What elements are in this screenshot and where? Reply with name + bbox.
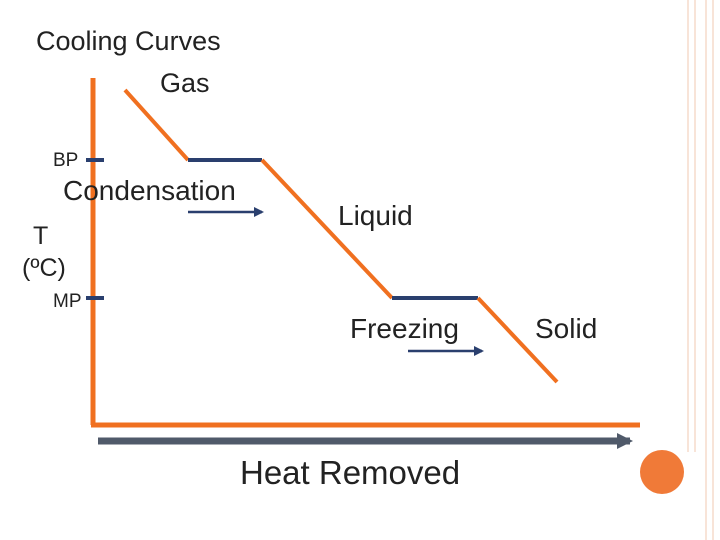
condensation-label: Condensation	[63, 175, 236, 206]
freezing-label: Freezing	[350, 313, 459, 344]
bp-label: BP	[53, 150, 79, 171]
y-axis-unit: (ºC)	[22, 254, 66, 282]
gas-cooling-segment	[123, 88, 190, 162]
gas-label: Gas	[160, 68, 210, 98]
y-axis-label: T	[33, 222, 49, 250]
x-axis-label: Heat Removed	[240, 454, 461, 491]
liquid-cooling-segment	[260, 158, 394, 300]
decorative-border-lines	[687, 0, 714, 540]
diagram-title: Cooling Curves	[36, 26, 221, 56]
mp-label: MP	[53, 291, 82, 312]
solid-label: Solid	[535, 313, 598, 344]
solid-cooling-segment	[476, 296, 559, 384]
decorative-circle	[640, 450, 684, 494]
liquid-label: Liquid	[338, 200, 413, 231]
